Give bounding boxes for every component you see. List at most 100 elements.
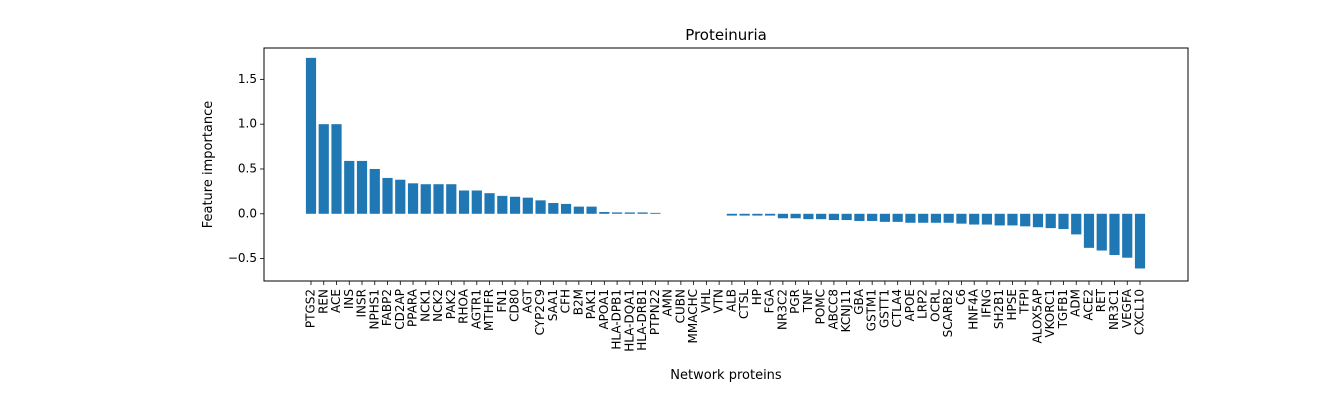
x-tick-label: APOA1 — [597, 289, 611, 330]
bar-fabp2 — [382, 177, 393, 214]
x-tick-label: VKORC1 — [1043, 289, 1057, 338]
bar-lrp2 — [918, 213, 929, 223]
bar-nck2 — [433, 184, 444, 214]
x-tick-label: OCRL — [928, 289, 942, 322]
x-tick-label: FABP2 — [380, 289, 394, 326]
x-tick-label: LRP2 — [916, 289, 930, 319]
bar-tgfb1 — [1058, 213, 1069, 230]
y-tick-label: 0.0 — [238, 206, 257, 220]
bar-b2m — [573, 206, 584, 214]
x-tick-label: VTN — [712, 289, 726, 314]
bar-mthfr — [484, 193, 495, 214]
x-tick-label: GBA — [852, 288, 866, 315]
x-tick-label: C6 — [954, 289, 968, 305]
bar-nphs1 — [369, 168, 380, 214]
chart-title: Proteinuria — [685, 26, 767, 44]
x-tick-label: HNF4A — [967, 288, 981, 330]
bar-cxcl10 — [1134, 213, 1146, 269]
x-tick-label: NCK1 — [418, 289, 432, 322]
bar-ppara — [407, 183, 419, 214]
y-tick-label: 1.5 — [238, 72, 257, 86]
y-tick-label: 1.0 — [238, 117, 257, 131]
bar-cd80 — [509, 196, 521, 214]
bar-hla-drb1 — [637, 212, 648, 214]
x-tick-label: CTLA4 — [890, 289, 904, 328]
x-tick-label: MMACHC — [686, 289, 700, 344]
bar-hp — [752, 213, 763, 216]
x-axis-label: Network proteins — [670, 368, 782, 383]
bar-insr — [356, 160, 368, 214]
bar-ace — [331, 124, 342, 214]
bar-ptpn22 — [650, 212, 661, 214]
x-tick-label: ACE2 — [1081, 289, 1095, 321]
x-tick-label: CD2AP — [393, 289, 407, 330]
x-tick-label: REN — [316, 289, 330, 314]
bar-cd2ap — [395, 179, 406, 214]
x-tick-label: CD80 — [508, 289, 522, 322]
bar-rhoa — [458, 190, 470, 214]
x-tick-label: TNF — [801, 289, 815, 313]
bar-tnf — [803, 213, 814, 220]
x-tick-label: GSTM1 — [865, 289, 879, 331]
bar-apoa1 — [599, 212, 610, 214]
x-tick-label: RHOA — [457, 288, 471, 324]
bar-pgr — [790, 213, 801, 219]
x-tick-label: NR3C1 — [1107, 289, 1121, 330]
bar-gba — [854, 213, 865, 221]
x-tick-label: TGFB1 — [1056, 289, 1070, 329]
bar-kcnj11 — [841, 213, 852, 221]
x-tick-label: FN1 — [495, 289, 509, 313]
bar-gstt1 — [879, 213, 891, 222]
x-tick-label: VHL — [699, 289, 713, 313]
plot-frame — [263, 47, 1189, 282]
x-tick-label: CFH — [559, 289, 573, 313]
x-tick-label: PAK2 — [444, 289, 458, 319]
bar-pak1 — [586, 206, 597, 214]
bar-hpse — [1007, 213, 1018, 226]
y-axis-label: Feature importance — [201, 101, 216, 229]
bar-pak2 — [446, 184, 457, 214]
x-tick-label: GSTT1 — [877, 289, 891, 328]
bar-apoe — [905, 213, 916, 223]
x-tick-label: NPHS1 — [367, 289, 381, 330]
x-tick-label: PPARA — [406, 288, 420, 327]
x-tick-label: MTHFR — [482, 289, 496, 331]
x-tick-label: ABCC8 — [826, 289, 840, 330]
bar-hla-dpb1 — [611, 212, 623, 214]
bar-vkorc1 — [1045, 213, 1056, 229]
bar-ifng — [981, 213, 993, 225]
bar-alox5ap — [1032, 213, 1044, 228]
bar-nck1 — [420, 184, 431, 214]
x-tick-label: SAA1 — [546, 289, 560, 321]
bar-hla-dqa1 — [624, 212, 635, 214]
x-tick-label: HLA-DRB1 — [635, 289, 649, 351]
x-tick-label: HPSE — [1005, 289, 1019, 320]
x-tick-label: ALOX5AP — [1030, 289, 1044, 343]
x-tick-label: PGR — [788, 289, 802, 314]
bar-pomc — [816, 213, 827, 220]
x-tick-label: AGT — [520, 288, 534, 313]
x-tick-label: CXCL10 — [1133, 289, 1147, 335]
bar-c6 — [956, 213, 967, 224]
bar-ocrl — [930, 213, 942, 223]
bar-ptgs2 — [305, 57, 317, 214]
x-tick-label: TFPI — [1018, 289, 1032, 315]
x-tick-label: NCK2 — [431, 289, 445, 322]
x-tick-label: ADM — [1069, 289, 1083, 317]
bar-cfh — [560, 203, 572, 214]
bar-agt — [522, 197, 533, 214]
y-tick-label: 0.5 — [238, 161, 257, 175]
x-tick-label: INS — [342, 289, 356, 309]
x-tick-label: FGA — [763, 288, 777, 313]
bar-nr3c2 — [777, 213, 788, 219]
bar-ins — [344, 160, 355, 214]
bar-vegfa — [1122, 213, 1133, 258]
bar-ace2 — [1083, 213, 1095, 248]
x-tick-label: INSR — [355, 289, 369, 317]
x-tick-label: HLA-DQA1 — [622, 289, 636, 352]
bar-adm — [1071, 213, 1082, 235]
bar-abcc8 — [828, 213, 840, 221]
bar-alb — [726, 213, 737, 216]
x-tick-label: NR3C2 — [775, 289, 789, 330]
x-tick-label: HP — [750, 289, 764, 305]
